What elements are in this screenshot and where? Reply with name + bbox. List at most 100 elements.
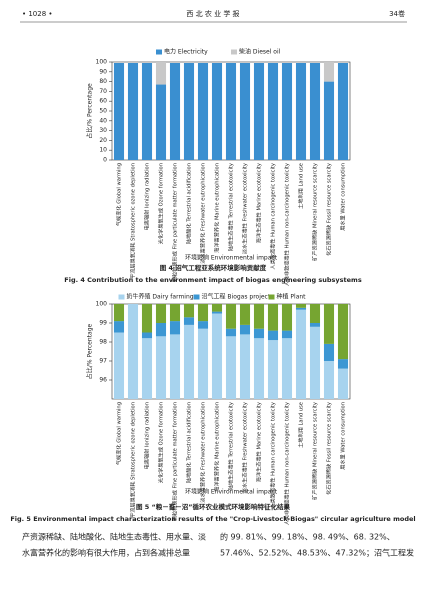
bar-segment bbox=[239, 334, 251, 399]
x-tick-label: 陆地酸化 Terrestrial acidification bbox=[185, 402, 193, 483]
legend-swatch bbox=[231, 49, 237, 55]
legend-label: 电力 Electricity bbox=[164, 48, 208, 56]
x-tick-label: 电离辐射 Ionizing radiation bbox=[143, 163, 151, 230]
x-tick-label: 土地利用 Land use bbox=[297, 402, 305, 448]
bar-segment bbox=[295, 304, 307, 308]
y-axis-label: 占比/% Percentage bbox=[86, 83, 94, 139]
bar-segment bbox=[225, 336, 237, 399]
bar-segment bbox=[113, 304, 125, 322]
bar-segment bbox=[197, 321, 209, 329]
bar-segment bbox=[267, 330, 279, 341]
y-tick-label: 60 bbox=[99, 98, 107, 105]
bar-segment bbox=[225, 304, 237, 329]
y-tick-label: 98 bbox=[99, 339, 107, 346]
y-tick-label: 20 bbox=[99, 137, 107, 144]
bar-segment bbox=[323, 81, 335, 160]
x-tick-label: 人类非致癌毒性 Human non-carcinogenic toxicity bbox=[283, 163, 291, 286]
x-axis-label: 环境影响 Environmental impact bbox=[185, 488, 278, 496]
bar-segment bbox=[337, 359, 349, 369]
bar-segment bbox=[169, 62, 181, 161]
x-tick-label: 海洋生态毒性 Marine ecotoxicity bbox=[255, 163, 263, 243]
x-tick-label: 人类致癌毒性 Human carcinogenic toxicity bbox=[269, 163, 277, 270]
bar-segment bbox=[225, 328, 237, 337]
bar-segment bbox=[295, 62, 307, 63]
x-tick-label: 海洋富营养化 Marine eutrophication bbox=[213, 402, 221, 492]
bar-segment bbox=[323, 343, 335, 361]
y-tick-label: 10 bbox=[99, 147, 107, 154]
bar-segment bbox=[113, 321, 125, 333]
y-tick-label: 100 bbox=[96, 59, 108, 66]
legend-label: 沼气工程 Biogas project bbox=[202, 293, 271, 301]
x-tick-label: 化石资源稀缺 Fossil resource scarcity bbox=[325, 402, 333, 495]
bar-segment bbox=[309, 62, 321, 161]
bar-segment bbox=[169, 334, 181, 399]
bar-segment bbox=[183, 62, 195, 161]
bar-segment bbox=[211, 62, 223, 63]
y-tick-label: 50 bbox=[99, 108, 107, 115]
bar-segment bbox=[155, 304, 167, 323]
y-tick-label: 70 bbox=[99, 88, 107, 95]
bar-segment bbox=[295, 62, 307, 161]
bar-segment bbox=[113, 62, 125, 161]
bar-segment bbox=[267, 304, 279, 331]
x-tick-label: 平流层臭氧消耗 Stratospheric ozone depletion bbox=[129, 402, 137, 518]
y-tick-label: 80 bbox=[99, 78, 107, 85]
journal-title: 西 北 农 业 学 报 bbox=[186, 9, 239, 18]
y-tick-label: 90 bbox=[99, 68, 107, 75]
bar-segment bbox=[323, 62, 335, 82]
bar-segment bbox=[281, 62, 293, 63]
bar-segment bbox=[281, 330, 293, 339]
bar-segment bbox=[239, 304, 251, 325]
x-tick-label: 海洋生态毒性 Marine ecotoxicity bbox=[255, 402, 263, 482]
bar-segment bbox=[323, 361, 335, 399]
body-text: 57.46%、52.52%、48.53%、47.32%；沼气工程发 bbox=[220, 548, 414, 558]
y-tick-label: 96 bbox=[99, 377, 107, 384]
bar-segment bbox=[211, 313, 223, 399]
bar-segment bbox=[267, 62, 279, 63]
bar-segment bbox=[253, 328, 265, 339]
bar-segment bbox=[239, 62, 251, 63]
bar-segment bbox=[225, 62, 237, 63]
y-tick-label: 0 bbox=[103, 157, 107, 164]
bar-segment bbox=[309, 326, 321, 399]
bar-segment bbox=[141, 62, 153, 63]
x-axis-label: 环境影响 Environmental impact bbox=[185, 254, 278, 262]
bar-segment bbox=[155, 62, 167, 85]
bar-segment bbox=[183, 62, 195, 63]
x-tick-label: 陆地酸化 Terrestrial acidification bbox=[185, 163, 193, 244]
bar-segment bbox=[281, 338, 293, 399]
y-tick-label: 30 bbox=[99, 127, 107, 134]
bar-segment bbox=[113, 332, 125, 399]
bar-segment bbox=[337, 304, 349, 360]
bar-segment bbox=[155, 323, 167, 337]
bar-segment bbox=[295, 309, 307, 399]
bar-segment bbox=[267, 340, 279, 399]
bar-segment bbox=[169, 304, 181, 322]
x-tick-label: 气候变化 Global warming bbox=[115, 402, 123, 465]
caption: 图 5 “粮－畜－沼”循环农业模式环境影响特征化结果 bbox=[136, 502, 291, 511]
x-tick-label: 陆地生态毒性 Terrestrial ecotoxicity bbox=[227, 402, 235, 490]
x-tick-label: 平流层臭氧消耗 Stratospheric ozone depletion bbox=[129, 163, 137, 279]
x-tick-label: 淡水富营养化 Freshwater eutrophication bbox=[199, 402, 207, 503]
page-number: • 1028 • bbox=[22, 10, 53, 18]
x-tick-label: 淡水生态毒性 Freshwater ecotoxicity bbox=[241, 402, 249, 493]
y-tick-label: 97 bbox=[99, 358, 107, 365]
bar-segment bbox=[281, 62, 293, 161]
y-axis-label: 占比/% Percentage bbox=[86, 324, 94, 380]
bar-segment bbox=[309, 323, 321, 327]
bar-segment bbox=[253, 338, 265, 399]
bar-segment bbox=[141, 62, 153, 161]
body-text: 的 99. 81%、99. 18%、98. 49%、68. 32%、 bbox=[220, 532, 395, 542]
bar-segment bbox=[267, 62, 279, 161]
legend-swatch bbox=[156, 49, 162, 55]
x-tick-label: 矿产资源稀缺 Mineral resource scarcity bbox=[311, 163, 319, 261]
bar-segment bbox=[155, 336, 167, 399]
bar-segment bbox=[239, 62, 251, 161]
bar-segment bbox=[141, 338, 153, 399]
x-tick-label: 化石资源稀缺 Fossil resource scarcity bbox=[325, 163, 333, 256]
bar-segment bbox=[239, 324, 251, 335]
x-tick-label: 土地利用 Land use bbox=[297, 163, 305, 209]
body-text: 产资源稀缺、陆地酸化、陆地生态毒性、用水量、淡 bbox=[22, 532, 206, 542]
x-tick-label: 用水量 Water consumption bbox=[339, 402, 347, 470]
